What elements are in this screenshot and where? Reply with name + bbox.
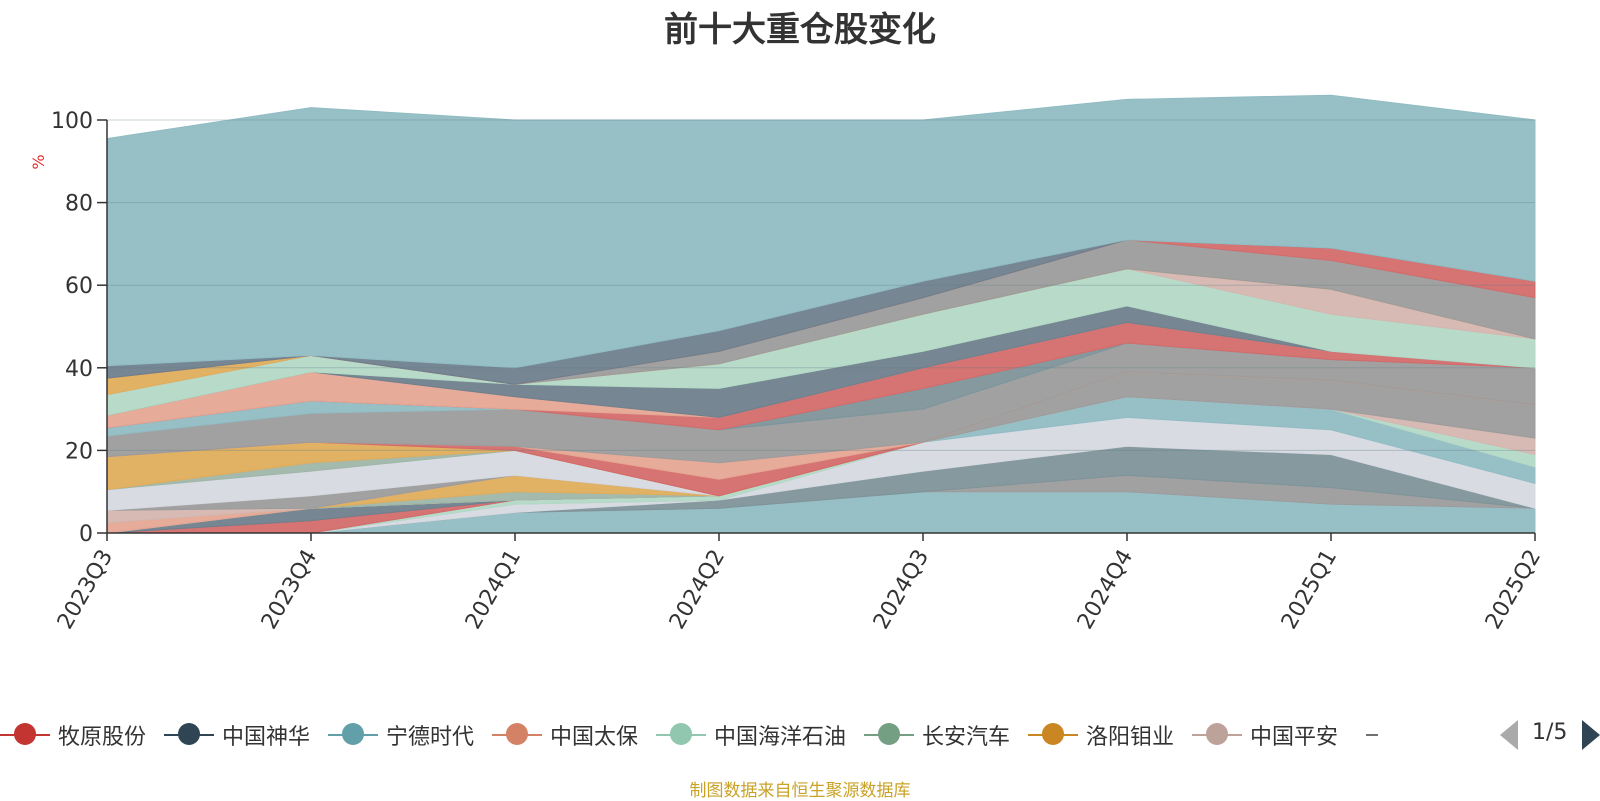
series-area-34 [106, 94, 1536, 369]
legend-item-4[interactable]: 中国海洋石油 [656, 714, 864, 754]
y-tick-label-5: 100 [51, 109, 93, 134]
y-tick-label-1: 20 [65, 439, 93, 464]
legend-dot-icon [878, 723, 900, 745]
legend-item-6[interactable]: 洛阳钼业 [1028, 714, 1192, 754]
legend-item-overflow [1366, 714, 1386, 754]
legend-label: 中国神华 [222, 725, 311, 750]
x-tick-label-4: 2024Q3 [869, 546, 934, 634]
x-tick-label-5: 2024Q4 [1073, 546, 1138, 634]
chart-title: 前十大重仓股变化 [664, 10, 936, 50]
y-tick-label-4: 80 [65, 192, 93, 217]
legend-label: 牧原股份 [58, 725, 147, 750]
legend-item-3[interactable]: 中国太保 [492, 714, 656, 754]
x-tick-label-3: 2024Q2 [665, 546, 730, 634]
x-tick-label-0: 2023Q3 [53, 546, 118, 634]
y-tick-label-0: 0 [79, 522, 93, 547]
stacked-area-chart: 0 20 40 60 80 100% 2023Q3 2023Q4 2024Q1 2024Q2 202… [29, 94, 1546, 634]
legend-dot-icon [506, 723, 528, 745]
legend-label: 洛阳钼业 [1086, 725, 1175, 750]
y-tick-label-2: 40 [65, 357, 93, 382]
pager-next-arrow-icon[interactable] [1582, 720, 1600, 750]
legend-item-0[interactable]: 牧原股份 [0, 714, 164, 754]
legend-label: 中国海洋石油 [714, 725, 847, 750]
x-tick-label-1: 2023Q4 [257, 546, 322, 634]
legend: 牧原股份 中国神华 宁德时代 中国太保 中国海洋石油 长安汽车 洛阳钼业 中国平安 [0, 714, 1470, 754]
x-tick-label-2: 2024Q1 [461, 546, 526, 634]
legend-label: 中国平安 [1250, 725, 1339, 750]
legend-dot-icon [178, 723, 200, 745]
legend-label: 长安汽车 [922, 725, 1011, 750]
legend-item-1[interactable]: 中国神华 [164, 714, 328, 754]
legend-dot-icon [1206, 723, 1228, 745]
y-axis-unit-label: % [29, 154, 48, 169]
legend-label: 中国太保 [550, 725, 639, 750]
legend-item-2[interactable]: 宁德时代 [328, 714, 492, 754]
pager-page-indicator: 1/5 [1532, 720, 1568, 745]
legend-item-7[interactable]: 中国平安 [1192, 714, 1356, 754]
legend-item-5[interactable]: 长安汽车 [864, 714, 1028, 754]
x-tick-label-6: 2025Q1 [1277, 546, 1342, 634]
legend-dot-icon [342, 723, 364, 745]
legend-dot-icon [14, 723, 36, 745]
legend-dot-icon [1042, 723, 1064, 745]
legend-label: 宁德时代 [386, 725, 475, 750]
pager-prev-arrow-icon[interactable] [1500, 720, 1518, 750]
legend-pager: 1/5 [1500, 716, 1600, 756]
legend-dot-icon [670, 723, 692, 745]
source-note: 制图数据来自恒生聚源数据库 [689, 781, 911, 801]
y-tick-label-3: 60 [65, 274, 93, 299]
legend-line-icon [1366, 734, 1378, 736]
x-tick-label-7: 2025Q2 [1481, 546, 1546, 634]
